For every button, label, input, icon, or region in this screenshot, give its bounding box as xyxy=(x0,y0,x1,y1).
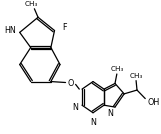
Text: CH₃: CH₃ xyxy=(129,73,143,79)
Text: CH₃: CH₃ xyxy=(25,1,38,7)
Text: N: N xyxy=(108,109,114,118)
Text: F: F xyxy=(62,23,66,32)
Text: OH: OH xyxy=(147,98,159,107)
Text: N: N xyxy=(72,103,78,112)
Text: HN: HN xyxy=(4,26,16,35)
Text: O: O xyxy=(68,79,74,88)
Text: N: N xyxy=(90,118,96,127)
Text: CH₃: CH₃ xyxy=(110,66,123,72)
